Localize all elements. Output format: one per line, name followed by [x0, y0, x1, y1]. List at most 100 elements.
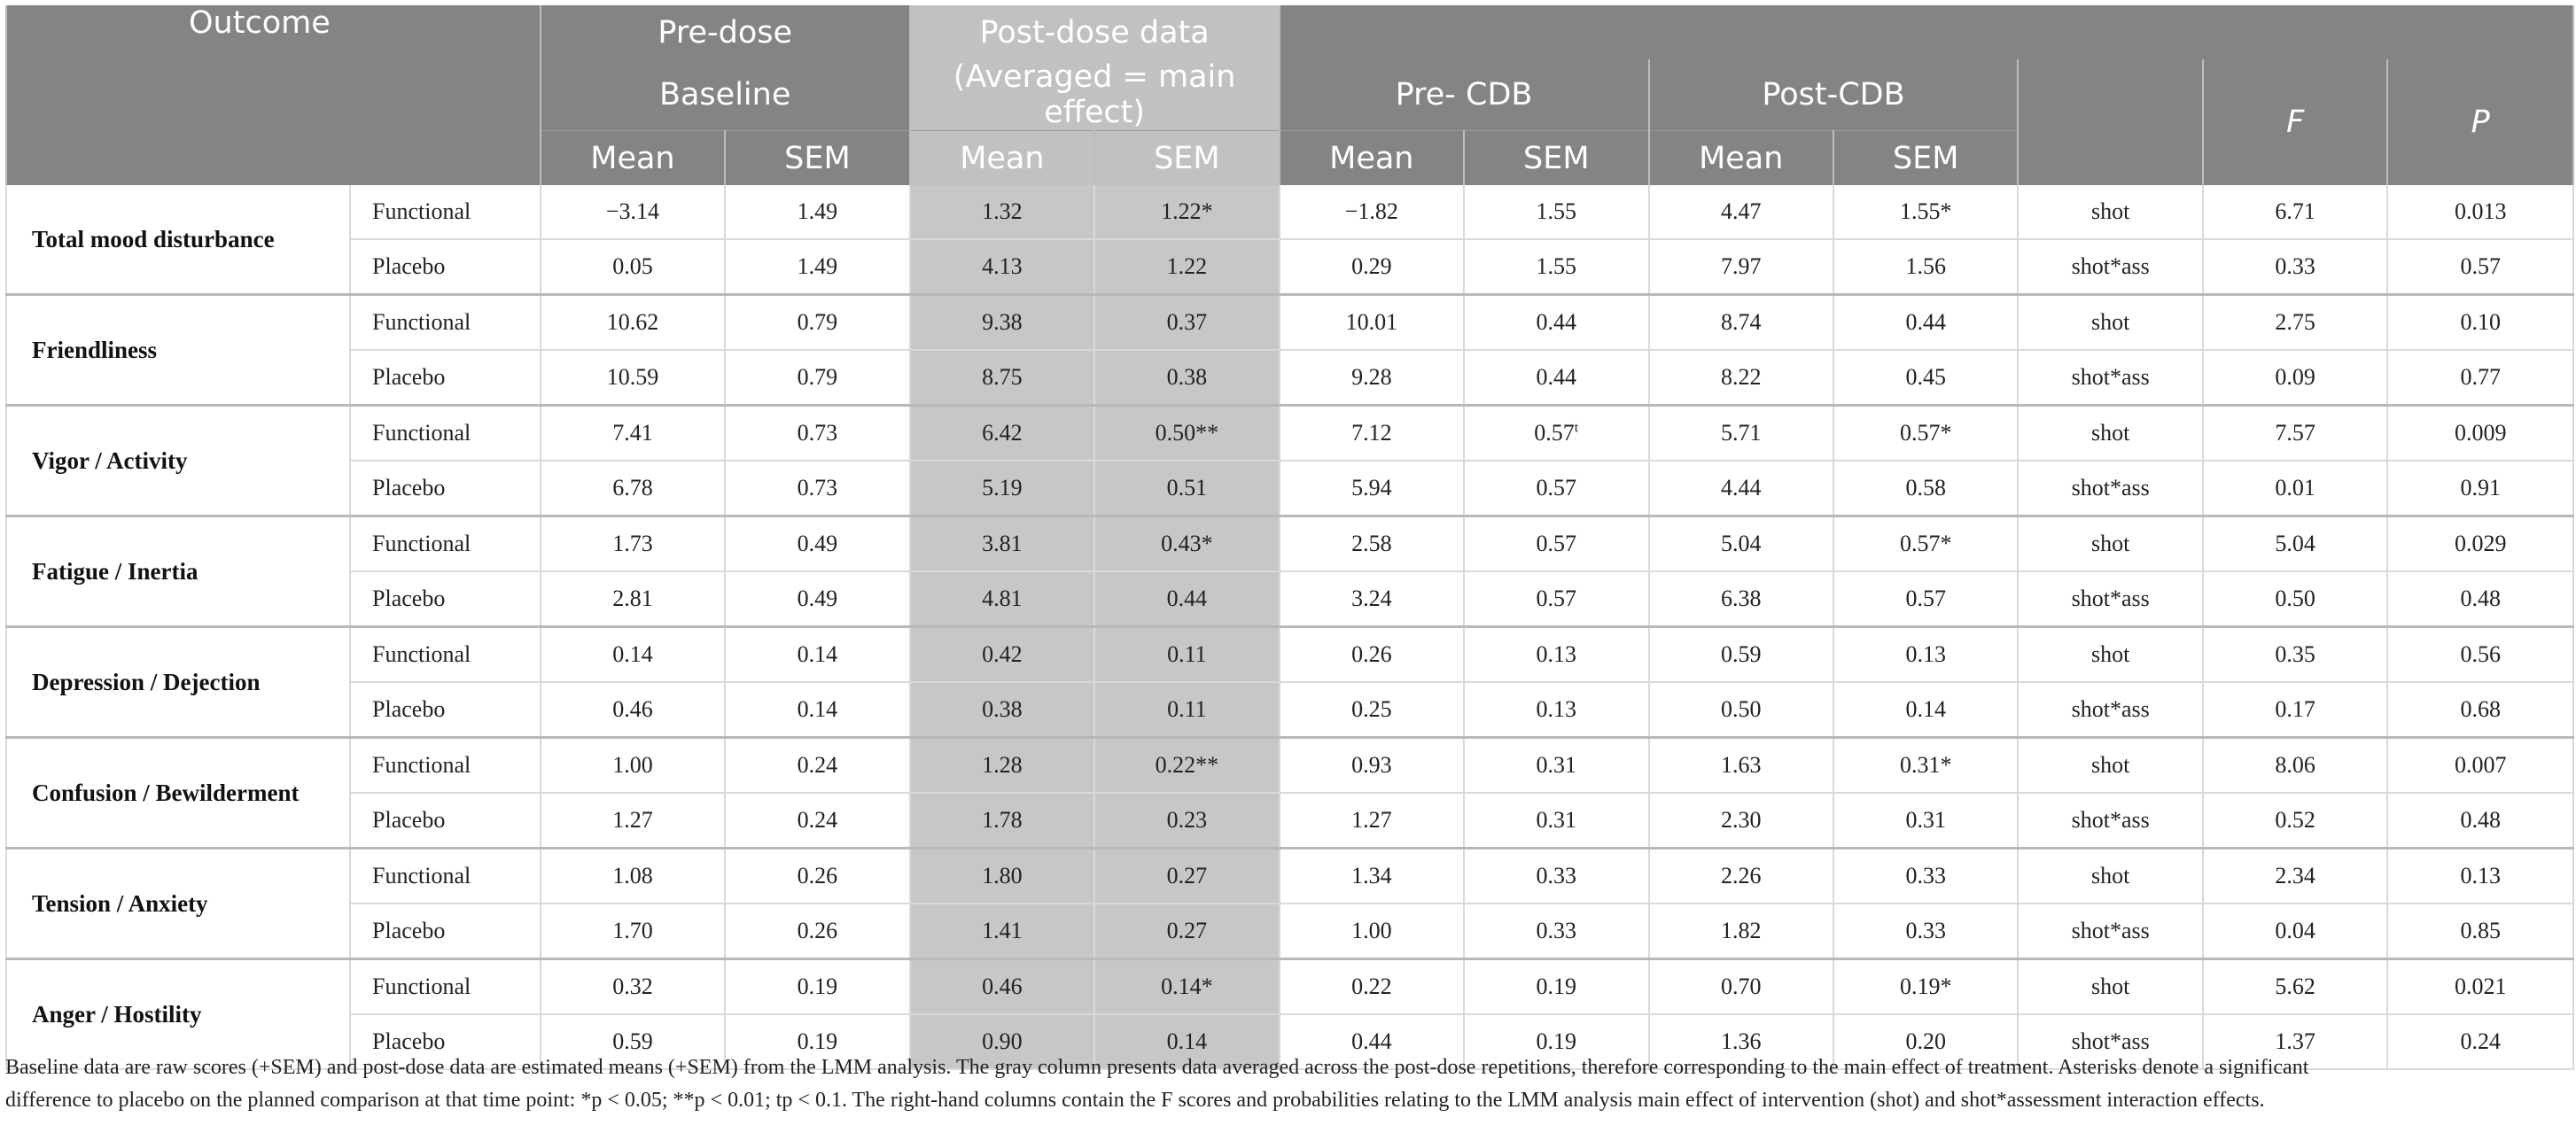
pre-cdb-mean-value: 1.00: [1351, 918, 1392, 943]
post-cdb-sem: 0.19*: [1832, 958, 2020, 1015]
f-value: 7.57: [2201, 404, 2389, 462]
pre-dose-mean: 0.32: [539, 958, 727, 1015]
pre-cdb-sem: 0.13: [1463, 625, 1650, 683]
post-dose-mean: 4.81: [908, 570, 1096, 628]
pre-cdb-sem: 0.19: [1463, 1013, 1650, 1070]
post-cdb-sem: 0.45: [1832, 349, 2020, 407]
pre-cdb-sem: 0.33: [1463, 847, 1650, 904]
f-value: 0.35: [2201, 625, 2389, 683]
p-value-value: 0.029: [2454, 531, 2507, 556]
outcome-label: Confusion / Bewilderment: [4, 736, 352, 850]
pre-cdb-sem-value: 0.57: [1536, 586, 1577, 611]
post-dose-sem-value: 1.22*: [1161, 198, 1213, 224]
header-precdb-mean: Mean: [1278, 130, 1466, 185]
f-value: 0.33: [2201, 238, 2389, 296]
post-dose-sem-value: 0.51: [1166, 475, 1208, 500]
post-cdb-mean-value: 4.44: [1721, 475, 1762, 500]
pre-cdb-mean: 10.01: [1278, 293, 1466, 351]
outcome-label: Friendliness: [4, 293, 352, 407]
pre-cdb-mean: −1.82: [1278, 185, 1466, 240]
post-dose-mean-value: 0.46: [982, 974, 1023, 999]
pre-dose-mean: 6.78: [539, 460, 727, 517]
post-cdb-mean: 2.26: [1647, 847, 1834, 904]
table-row: Total mood disturbance Functional −3.14 1.4…: [4, 185, 2574, 296]
pre-cdb-mean: 1.34: [1278, 847, 1466, 904]
post-cdb-mean: 6.38: [1647, 570, 1834, 628]
post-cdb-sem-value: 0.31: [1905, 807, 1946, 833]
post-cdb-sem: 0.14: [1832, 681, 2020, 739]
pre-cdb-mean-value: 0.93: [1351, 752, 1392, 778]
header-postcdb-sem: SEM: [1832, 130, 2020, 185]
post-dose-mean: 1.32: [908, 185, 1096, 240]
pre-cdb-sem-value: 1.55: [1536, 253, 1577, 279]
pre-dose-mean-value: 1.27: [612, 807, 653, 833]
p-value: 0.029: [2386, 515, 2574, 572]
pre-cdb-sem-value: 0.57: [1536, 475, 1577, 500]
table-row: Friendliness Functional 10.62 0.79 9.38 0.37 1…: [4, 293, 2574, 407]
post-dose-sem: 0.11: [1093, 625, 1280, 683]
post-dose-sem-value: 0.11: [1167, 641, 1207, 667]
f-value: 0.01: [2201, 460, 2389, 517]
effect-term: shot*ass: [2017, 460, 2204, 517]
post-dose-mean-value: 5.19: [982, 475, 1023, 500]
pre-dose-mean: 1.73: [539, 515, 727, 572]
f-value-value: 8.06: [2275, 752, 2315, 778]
post-dose-mean-value: 8.75: [982, 364, 1023, 390]
p-value: 0.77: [2386, 349, 2574, 407]
f-value: 0.50: [2201, 570, 2389, 628]
post-cdb-mean: 1.63: [1647, 736, 1834, 794]
effect-term-value: shot: [2091, 752, 2130, 778]
f-value-value: 5.62: [2275, 974, 2315, 999]
post-cdb-mean-value: 1.63: [1721, 752, 1762, 778]
pre-cdb-mean-value: 0.29: [1351, 253, 1392, 279]
post-dose-mean-value: 9.38: [982, 309, 1023, 335]
group-label: Placebo: [349, 349, 541, 407]
p-value: 0.48: [2386, 792, 2574, 850]
pre-cdb-sem: 0.13: [1463, 681, 1650, 739]
post-dose-sem-value: 0.14*: [1161, 974, 1213, 999]
pre-dose-mean-value: 2.81: [612, 586, 653, 611]
effect-term: shot*ass: [2017, 792, 2204, 850]
pre-dose-sem: 0.19: [724, 1013, 911, 1070]
pre-dose-sem: 0.24: [724, 736, 911, 794]
p-value-value: 0.85: [2460, 918, 2501, 943]
effect-term-value: shot: [2091, 974, 2130, 999]
pre-cdb-sem-value: 0.31: [1536, 752, 1577, 778]
group-label: Placebo: [349, 570, 541, 628]
f-value-value: 0.17: [2275, 696, 2315, 722]
pre-dose-mean-value: 10.62: [606, 309, 659, 335]
post-cdb-sem: 0.31: [1832, 792, 2020, 850]
post-dose-sem: 0.14*: [1093, 958, 1280, 1015]
pre-dose-mean-value: 1.70: [612, 918, 653, 943]
pre-dose-sem: 1.49: [724, 238, 911, 296]
post-dose-mean-value: 1.80: [982, 863, 1023, 888]
pre-cdb-mean-value: −1.82: [1344, 198, 1398, 224]
post-dose-sem: 0.37: [1093, 293, 1280, 351]
table-row: Placebo 0.59 0.19 0.90 0.14 0.44 0.19 1.36 0.20 s…: [6, 1013, 2574, 1070]
effect-term-value: shot*ass: [2071, 253, 2150, 279]
f-value: 2.75: [2201, 293, 2389, 351]
table-header: Outcome Pre-dose Post-dose data Baseline…: [5, 5, 2575, 185]
pre-dose-sem: 0.49: [724, 515, 911, 572]
f-value-value: 5.04: [2275, 531, 2315, 556]
post-dose-mean: 0.46: [908, 958, 1096, 1015]
p-value-value: 0.68: [2460, 696, 2501, 722]
post-dose-sem-value: 0.27: [1166, 918, 1208, 943]
post-dose-sem: 0.27: [1093, 847, 1280, 904]
post-dose-mean-value: 4.13: [982, 253, 1023, 279]
p-value-value: 0.56: [2460, 641, 2501, 667]
pre-cdb-sem-value: 0.19: [1536, 974, 1577, 999]
p-value: 0.021: [2386, 958, 2574, 1015]
pre-dose-sem-value: 0.26: [797, 918, 838, 943]
p-value-value: 0.77: [2460, 364, 2501, 390]
pre-dose-sem-value: 0.49: [797, 586, 838, 611]
f-value: 8.06: [2201, 736, 2389, 794]
effect-term: shot*ass: [2017, 570, 2204, 628]
pre-dose-sem-value: 0.26: [797, 863, 838, 888]
post-dose-sem: 0.51: [1093, 460, 1280, 517]
f-value: 0.17: [2201, 681, 2389, 739]
post-dose-sem-value: 0.23: [1166, 807, 1208, 833]
post-dose-sem-value: 0.27: [1166, 863, 1208, 888]
pre-dose-sem-value: 0.24: [797, 807, 838, 833]
header-precdb-sem: SEM: [1463, 130, 1650, 185]
